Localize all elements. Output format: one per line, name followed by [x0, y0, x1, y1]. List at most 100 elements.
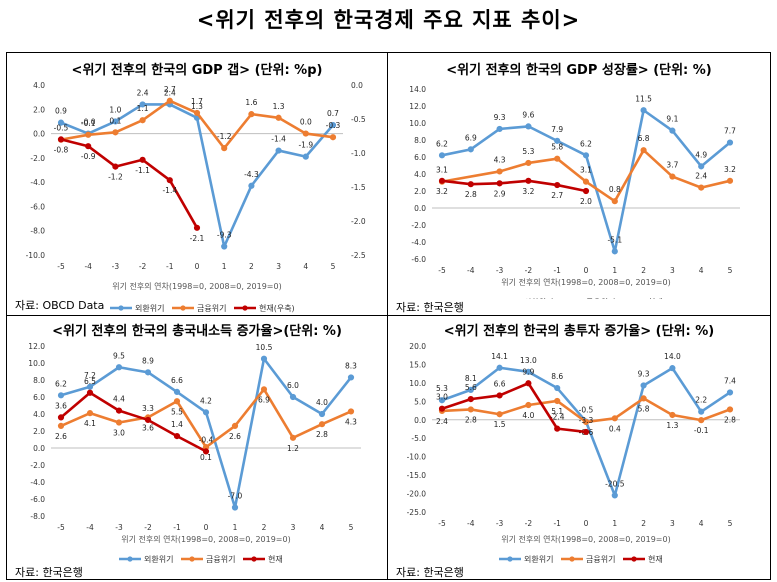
data-label: 3.1 — [436, 166, 448, 175]
data-label: -0.5 — [54, 124, 69, 133]
data-label: 2.8 — [465, 415, 477, 424]
data-point — [525, 177, 532, 184]
y-tick-label: 10.0 — [409, 379, 426, 388]
data-point — [467, 181, 474, 188]
data-label: -1.2 — [217, 132, 232, 141]
data-label: 4.0 — [316, 398, 328, 407]
chart-plot: 14.012.010.08.06.04.02.00.0-2.0-4.0-6.0-… — [409, 85, 740, 299]
legend-label: 외환위기 — [524, 297, 553, 299]
data-label: 2.8 — [724, 415, 736, 424]
y-tick-label: 0.0 — [33, 130, 45, 139]
legend-marker — [189, 556, 195, 562]
data-label: 3.2 — [522, 187, 534, 196]
data-point — [144, 369, 152, 376]
data-point — [139, 156, 146, 163]
data-point — [231, 422, 239, 430]
data-label: 13.0 — [520, 356, 537, 365]
x-tick-label: 2 — [641, 266, 646, 275]
x-tick-label: 1 — [222, 262, 227, 271]
y-tick-label: 4.0 — [414, 170, 426, 179]
y-tick-label: -4.0 — [30, 478, 45, 487]
data-label: 5.1 — [551, 407, 563, 416]
data-label: 3.2 — [724, 165, 736, 174]
data-point — [467, 386, 474, 393]
x-tick-label: 3 — [670, 519, 675, 528]
x-tick-label: 4 — [320, 523, 325, 532]
data-label: 3.0 — [436, 393, 448, 402]
data-label: -0.3 — [326, 121, 341, 130]
legend-label: 금융위기 — [586, 555, 615, 564]
chart-plot: 12.0 10.0 8.0 6.0 4.0 2.0 0.0 -2.0 -4.0 -6.0 -8.0 -… — [28, 342, 361, 564]
data-point — [302, 153, 309, 160]
x-axis-title: 위기 전후의 연차(1998=0, 2008=0, 2019=0) — [501, 277, 670, 287]
data-label: 1.3 — [191, 102, 203, 111]
data-label: 9.3 — [494, 113, 506, 122]
data-label: 6.2 — [55, 379, 67, 388]
data-point — [554, 137, 561, 144]
data-point — [496, 168, 503, 175]
data-label: 1.4 — [171, 420, 183, 429]
data-label: 6.6 — [494, 379, 506, 388]
chart-panel-gdp-growth: <위기 전후의 한국의 GDP 성장률> (단위: %) 14.0 12.0 10.… — [387, 52, 771, 316]
data-point — [289, 393, 297, 401]
data-label: 5.3 — [436, 384, 448, 393]
chart-source: 자료: OBCD Data — [15, 299, 105, 312]
x-tick-label: -2 — [525, 266, 533, 275]
data-label: 5.8 — [638, 404, 650, 413]
y2-tick-label: -2.5 — [351, 251, 366, 260]
data-point — [139, 117, 146, 124]
data-point — [496, 392, 503, 399]
data-label: -4.3 — [244, 170, 259, 179]
series-line — [441, 179, 587, 193]
data-point — [347, 374, 355, 381]
legend-label: 금융위기 — [586, 298, 615, 299]
data-point — [726, 139, 734, 146]
x-tick-label: -1 — [173, 523, 181, 532]
data-label: 3.6 — [142, 423, 154, 432]
data-label: 5.3 — [522, 147, 534, 156]
data-label: 14.0 — [664, 352, 681, 361]
x-tick-label: -2 — [144, 523, 152, 532]
y-tick-label: 2.0 — [414, 187, 426, 196]
data-label: -1.2 — [108, 173, 123, 182]
data-point — [525, 159, 532, 167]
x-tick-label: 2 — [262, 523, 267, 532]
y-tick-label: -10.0 — [26, 251, 46, 260]
data-point — [57, 392, 65, 399]
data-label: 8.9 — [142, 356, 154, 365]
x-tick-label: -3 — [112, 262, 120, 271]
data-label: 1.3 — [273, 102, 285, 111]
data-point — [112, 118, 119, 125]
data-label: 0.0 — [300, 118, 312, 127]
data-point — [173, 433, 181, 440]
x-tick-label: 1 — [612, 519, 617, 528]
data-point — [139, 101, 146, 108]
data-point — [554, 397, 561, 405]
x-tick-label: -3 — [115, 523, 123, 532]
x-tick-label: 0 — [584, 266, 589, 275]
data-point — [698, 163, 705, 170]
y-tick-label: 10.0 — [28, 359, 45, 368]
data-label: 2.0 — [580, 197, 592, 206]
data-label: 7.2 — [84, 371, 96, 380]
data-label: 0.7 — [327, 109, 339, 118]
page-title: <위기 전후의 한국경제 주요 지표 추이> — [196, 8, 581, 32]
y-tick-label: 5.0 — [414, 397, 426, 406]
data-point — [698, 417, 705, 424]
data-point — [302, 130, 309, 137]
data-label: -0.9 — [81, 152, 96, 161]
y-tick-label: 14.0 — [409, 85, 426, 94]
data-label: 6.2 — [580, 139, 592, 148]
x-tick-label: 1 — [233, 523, 238, 532]
x-tick-label: -2 — [525, 519, 533, 528]
y-tick-label: 8.0 — [33, 376, 45, 385]
y-tick-label: 2.0 — [33, 105, 45, 114]
data-point — [318, 421, 326, 428]
data-label: 4.9 — [695, 150, 707, 159]
data-point — [467, 406, 474, 413]
y-tick-label: -10.0 — [407, 453, 427, 462]
x-tick-label: 3 — [291, 523, 296, 532]
x-tick-label: 3 — [670, 266, 675, 275]
data-point — [669, 173, 676, 180]
data-label: -0.0 — [81, 118, 96, 127]
